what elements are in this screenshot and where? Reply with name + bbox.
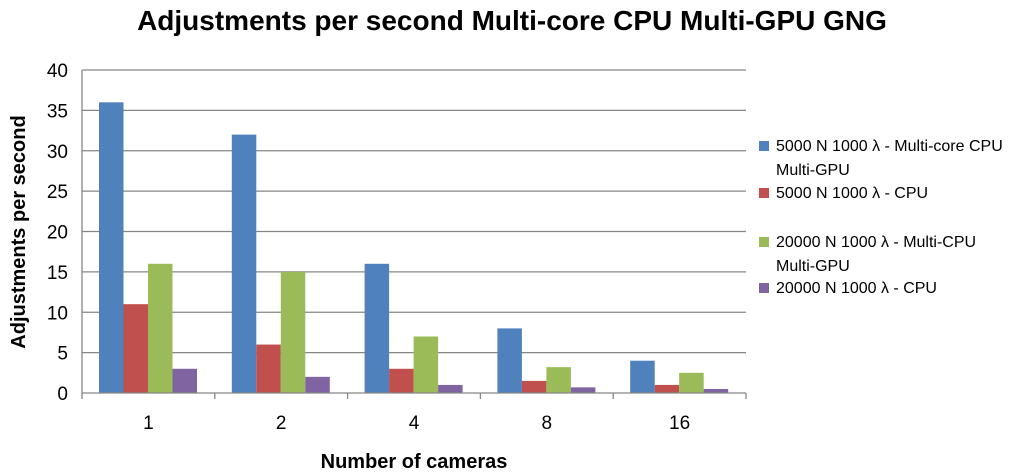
y-tick-label: 0 bbox=[57, 384, 68, 405]
bar bbox=[570, 387, 596, 393]
bar bbox=[438, 384, 463, 393]
bar bbox=[679, 372, 704, 393]
legend-swatch bbox=[759, 188, 769, 198]
y-tick-label: 15 bbox=[47, 263, 68, 284]
x-tick-labels: 1 2 4 8 16 bbox=[143, 413, 690, 434]
bar bbox=[305, 376, 330, 393]
y-tick-label: 30 bbox=[47, 142, 68, 163]
x-tick-label: 1 bbox=[143, 413, 154, 434]
y-tick-label: 10 bbox=[47, 303, 68, 324]
x-tick-label: 8 bbox=[542, 413, 553, 434]
gridlines bbox=[82, 69, 746, 354]
bar bbox=[172, 368, 197, 393]
y-tick-label: 20 bbox=[47, 223, 68, 244]
bars bbox=[99, 102, 729, 394]
y-tick-label: 25 bbox=[47, 182, 68, 203]
bar bbox=[413, 336, 439, 393]
bar bbox=[256, 344, 281, 393]
bar bbox=[630, 360, 655, 393]
bar bbox=[280, 271, 306, 393]
legend: 5000 N 1000 λ - Multi-core CPU Multi-GPU 5… bbox=[759, 138, 1003, 297]
y-tick-labels: 0 5 10 15 20 25 30 35 40 bbox=[47, 61, 68, 405]
legend-label: 5000 N 1000 λ - Multi-core CPU Multi-GPU bbox=[776, 138, 1003, 179]
bar bbox=[389, 368, 414, 393]
legend-swatch bbox=[759, 283, 769, 293]
y-tick-label: 5 bbox=[57, 344, 68, 365]
legend-label: 20000 N 1000 λ - CPU bbox=[776, 280, 937, 297]
bar bbox=[703, 388, 729, 393]
x-tick-label: 16 bbox=[669, 413, 690, 434]
bar bbox=[546, 367, 571, 393]
bar bbox=[654, 384, 680, 393]
bar bbox=[364, 263, 390, 393]
y-tick-label: 35 bbox=[47, 101, 68, 122]
axes bbox=[81, 70, 747, 399]
legend-label: 20000 N 1000 λ - Multi-CPU Multi-GPU bbox=[776, 234, 976, 275]
chart-title: Adjustments per second Multi-core CPU Mu… bbox=[137, 5, 887, 36]
y-axis-title: Adjustments per second bbox=[8, 115, 30, 348]
bar bbox=[231, 134, 257, 393]
bar bbox=[99, 102, 124, 394]
legend-swatch bbox=[759, 237, 769, 247]
x-axis-title: Number of cameras bbox=[321, 451, 508, 473]
legend-swatch bbox=[759, 141, 769, 151]
x-tick-label: 4 bbox=[409, 413, 420, 434]
legend-label: 5000 N 1000 λ - CPU bbox=[776, 185, 928, 202]
bar bbox=[148, 263, 173, 393]
x-tick-label: 2 bbox=[276, 413, 287, 434]
bar bbox=[497, 328, 522, 393]
bar bbox=[521, 380, 547, 393]
y-tick-label: 40 bbox=[47, 61, 68, 82]
bar bbox=[123, 304, 148, 393]
